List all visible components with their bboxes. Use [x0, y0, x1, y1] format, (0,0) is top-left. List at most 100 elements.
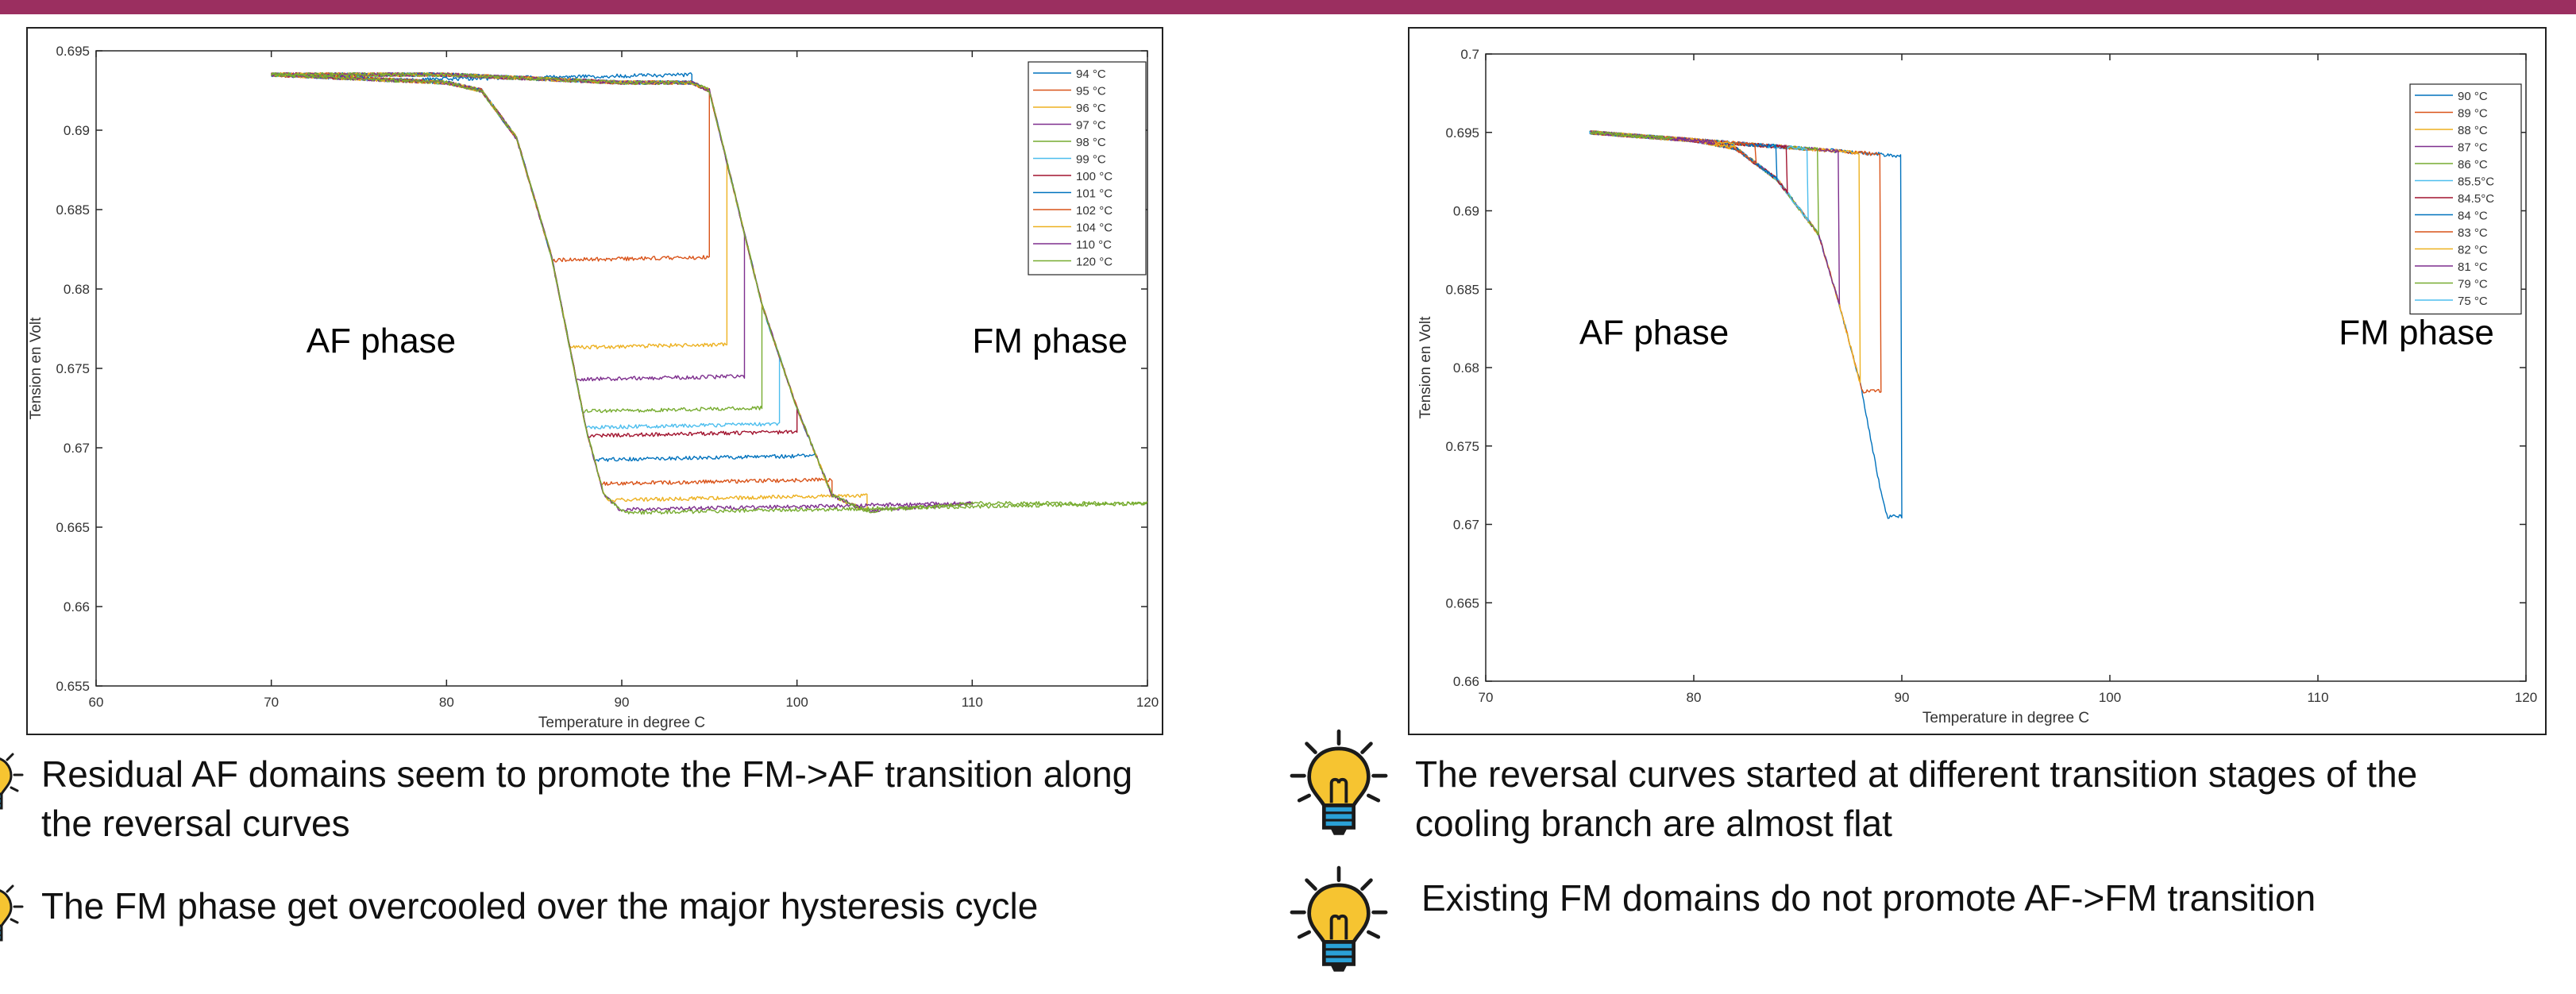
- bulb-ray: [1305, 742, 1317, 754]
- y-tick-label: 0.67: [1453, 518, 1479, 533]
- legend-entry: 97 °C: [1076, 119, 1106, 133]
- bulb-glass: [0, 889, 13, 927]
- legend-entry: 96 °C: [1076, 102, 1106, 115]
- phase-label: AF phase: [307, 322, 456, 360]
- y-axis-label: Tension en Volt: [28, 317, 44, 420]
- bulb-glass: [1307, 883, 1371, 944]
- x-tick-label: 100: [785, 695, 808, 710]
- chart-right-plot: 70 80 90 100 110 120 0.66 0.665 0.67 0.675 0.68 0.6…: [1417, 47, 2537, 726]
- bulb-tip: [1330, 827, 1348, 835]
- note-left-1-line1: Residual AF domains seem to promote the …: [41, 753, 1133, 795]
- legend-entry: 87 °C: [2458, 141, 2488, 155]
- x-tick-label: 110: [962, 695, 983, 710]
- legend-entry: 86 °C: [2458, 158, 2488, 171]
- bulb-base: [1322, 803, 1355, 830]
- x-axis-label: Temperature in degree C: [1922, 710, 2089, 726]
- chart-right: 70 80 90 100 110 120 0.66 0.665 0.67 0.675 0.68 0.6…: [1408, 27, 2547, 735]
- x-axis-label: Temperature in degree C: [538, 715, 705, 731]
- legend: [1028, 61, 1147, 275]
- bulb-ray: [1297, 793, 1311, 803]
- series-line: [271, 71, 973, 514]
- bulb-ray: [10, 918, 19, 924]
- bulb-tip: [1330, 964, 1348, 972]
- note-right-1-line1: The reversal curves started at different…: [1415, 753, 2418, 795]
- series-line: [271, 71, 763, 414]
- y-tick-label: 0.685: [56, 202, 90, 218]
- y-tick-label: 0.69: [1453, 204, 1479, 219]
- legend-entry: 85.5°C: [2458, 175, 2494, 189]
- plot-area: [1485, 53, 2527, 682]
- y-tick-label: 0.68: [1453, 360, 1479, 376]
- legend-entry: 104 °C: [1076, 222, 1113, 235]
- x-tick-label: 100: [2099, 690, 2121, 705]
- series-line: [271, 71, 816, 462]
- y-tick-label: 0.67: [64, 441, 90, 456]
- plot-area: [95, 50, 1148, 687]
- legend-entry: 90 °C: [2458, 90, 2488, 103]
- legend-entry: 102 °C: [1076, 204, 1113, 218]
- chart-left-plot: 60 70 80 90 100 110 120 0.655 0.66 0.665 0.67 0.675…: [28, 44, 1159, 731]
- y-tick-label: 0.66: [64, 599, 90, 615]
- y-tick-label: 0.685: [1445, 282, 1479, 297]
- note-left-2-line: The FM phase get overcooled over the maj…: [41, 885, 1039, 927]
- bulb-base: [0, 924, 3, 942]
- y-tick-label: 0.665: [56, 520, 90, 535]
- y-tick-label: 0.7: [1460, 47, 1479, 62]
- series-line: [1589, 130, 1882, 394]
- x-tick-label: 120: [2515, 690, 2537, 705]
- y-tick-label: 0.69: [64, 123, 90, 138]
- note-left-2: The FM phase get overcooled over the maj…: [41, 881, 1038, 930]
- legend-entry: 99 °C: [1076, 153, 1106, 167]
- series-group: [1589, 130, 1903, 519]
- x-tick-label: 80: [439, 695, 454, 710]
- lightbulb-icon: [0, 884, 24, 942]
- note-right-2-line: Existing FM domains do not promote AF->F…: [1421, 877, 2316, 919]
- legend-entry: 120 °C: [1076, 256, 1113, 269]
- phase-label: FM phase: [972, 322, 1128, 360]
- legend-entry: 82 °C: [2458, 244, 2488, 257]
- legend-entry: 95 °C: [1076, 85, 1106, 98]
- chart-left: 60 70 80 90 100 110 120 0.655 0.66 0.665 0.67 0.675…: [26, 27, 1163, 735]
- x-tick-label: 70: [264, 695, 279, 710]
- legend: [2409, 83, 2522, 315]
- bulb-glass: [0, 757, 13, 796]
- x-tick-label: 90: [615, 695, 630, 710]
- lightbulb-icon: [1290, 865, 1388, 972]
- legend-entry: 83 °C: [2458, 226, 2488, 240]
- phase-label: FM phase: [2339, 313, 2494, 352]
- x-tick-label: 60: [89, 695, 104, 710]
- bulb-base: [1322, 940, 1355, 966]
- series-line: [271, 71, 868, 512]
- bulb-ray: [1360, 878, 1373, 891]
- x-tick-label: 120: [1136, 695, 1159, 710]
- legend-entry: 79 °C: [2458, 278, 2488, 291]
- bulb-ray: [6, 753, 14, 761]
- bulb-ray: [1297, 930, 1311, 939]
- note-right-2: Existing FM domains do not promote AF->F…: [1421, 873, 2316, 923]
- bulb-ray: [1367, 793, 1381, 803]
- bulb-ray: [6, 884, 14, 893]
- series-line: [271, 71, 833, 495]
- legend-entry: 88 °C: [2458, 124, 2488, 137]
- phase-label: AF phase: [1579, 313, 1729, 352]
- lightbulb-icon: [1290, 729, 1388, 835]
- y-tick-label: 0.68: [64, 282, 90, 297]
- legend-entry: 84 °C: [2458, 210, 2488, 223]
- legend-entry: 81 °C: [2458, 260, 2488, 274]
- x-tick-label: 80: [1687, 690, 1702, 705]
- y-tick-label: 0.695: [1445, 125, 1479, 141]
- legend-entry: 100 °C: [1076, 170, 1113, 183]
- legend-entry: 75 °C: [2458, 295, 2488, 308]
- series-group: [271, 71, 1147, 515]
- y-tick-label: 0.655: [56, 679, 90, 694]
- bulb-ray: [1305, 878, 1317, 891]
- x-tick-label: 90: [1895, 690, 1910, 705]
- y-tick-label: 0.665: [1445, 595, 1479, 611]
- y-tick-label: 0.66: [1453, 674, 1479, 689]
- y-tick-label: 0.675: [1445, 439, 1479, 454]
- bulb-ray: [1360, 742, 1373, 754]
- series-line: [1589, 130, 1674, 141]
- note-left-1-line2: the reversal curves: [41, 803, 350, 844]
- lightbulb-icon: [0, 753, 24, 810]
- note-left-1: Residual AF domains seem to promote the …: [41, 749, 1132, 848]
